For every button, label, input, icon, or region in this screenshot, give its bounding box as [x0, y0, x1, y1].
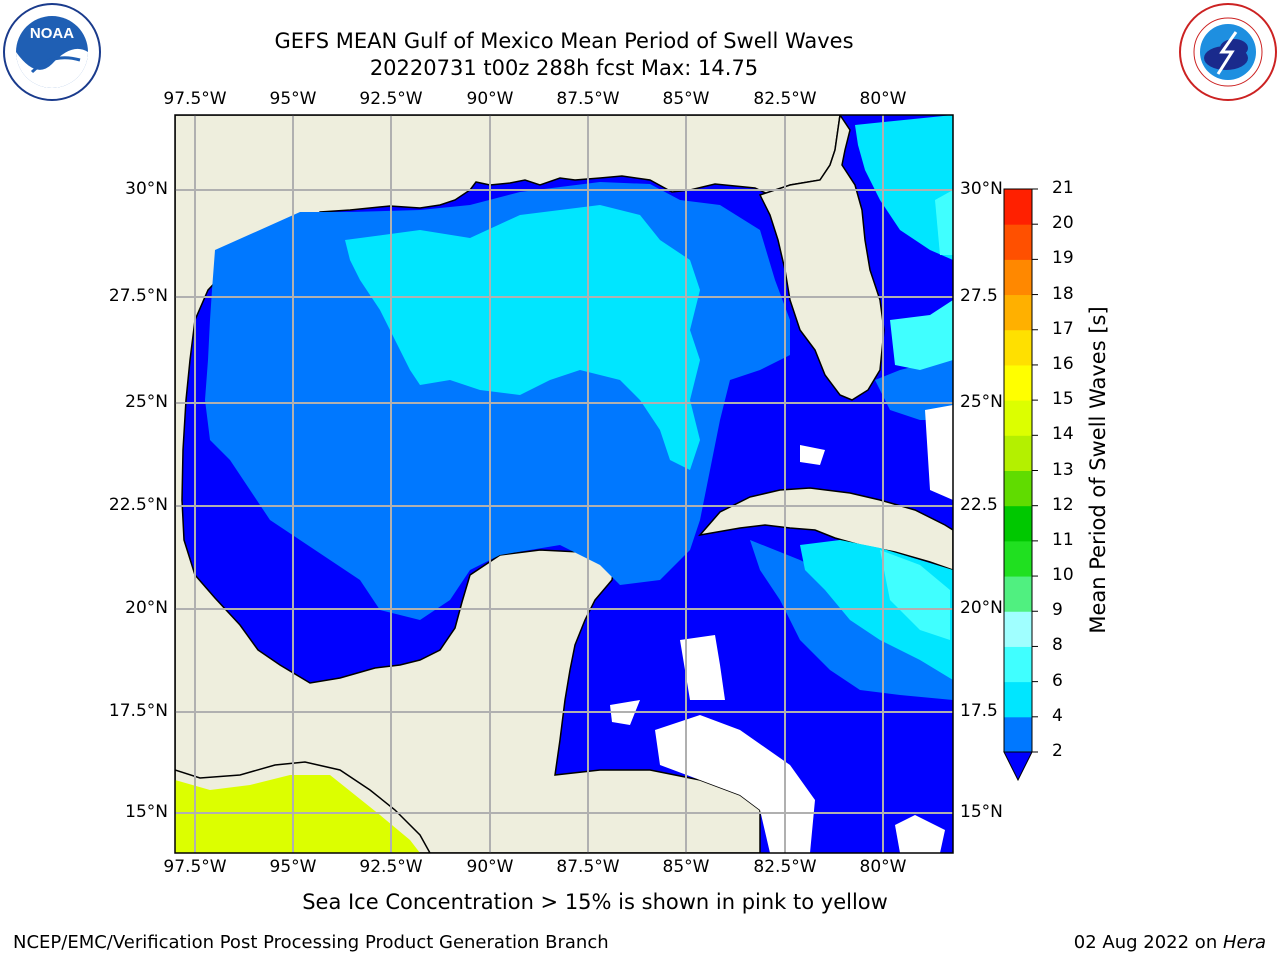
colorbar-tick-label: 20 — [1052, 213, 1074, 234]
lon-tick-bottom: 95°W — [269, 857, 317, 877]
lat-tick-left: 17.5°N — [108, 701, 168, 721]
colorbar-segment — [1004, 189, 1032, 225]
lon-tick-bottom: 90°W — [466, 857, 514, 877]
colorbar-segment — [1004, 435, 1032, 471]
lat-tick-left: 25°N — [125, 392, 168, 412]
colorbar-segment — [1004, 470, 1032, 507]
colorbar-segment — [1004, 294, 1032, 331]
colorbar-segment — [1004, 611, 1032, 647]
lon-tick-top: 82.5°W — [753, 89, 817, 109]
noaa-logo: NOAA — [2, 2, 102, 102]
colorbar-tick-label: 17 — [1052, 318, 1074, 339]
colorbar-tick-label: 6 — [1052, 670, 1063, 691]
lat-tick-right: 20°N — [960, 598, 1003, 618]
lon-tick-bottom: 80°W — [859, 857, 907, 877]
lon-tick-top: 87.5°W — [556, 89, 620, 109]
colorbar-tick-label: 8 — [1052, 635, 1063, 656]
lat-tick-left: 30°N — [125, 179, 168, 199]
lat-tick-right: 25°N — [960, 392, 1003, 412]
colorbar-segment — [1004, 224, 1032, 260]
lat-tick-right: 15°N — [960, 802, 1003, 822]
colorbar-tick-label: 9 — [1052, 600, 1063, 621]
nws-logo — [1178, 2, 1278, 102]
colorbar-segment — [1004, 540, 1032, 577]
colorbar-segment — [1004, 716, 1032, 753]
map-plot-area — [175, 115, 953, 853]
colorbar-segment — [1004, 681, 1032, 718]
colorbar-tick-label: 11 — [1052, 529, 1074, 550]
colorbar-tick-label: 18 — [1052, 283, 1074, 304]
map-frame — [174, 114, 954, 854]
lon-tick-bottom: 97.5°W — [163, 857, 227, 877]
colorbar-segment — [1004, 505, 1032, 542]
lon-tick-top: 92.5°W — [359, 89, 423, 109]
colorbar-tick-label: 4 — [1052, 705, 1063, 726]
colorbar-tick-label: 14 — [1052, 424, 1074, 445]
colorbar-segment — [1004, 259, 1032, 296]
missing-data — [610, 405, 953, 853]
lon-tick-top: 90°W — [466, 89, 514, 109]
colorbar-segment — [1004, 329, 1032, 366]
colorbar — [1003, 188, 1038, 782]
colorbar-tick-label: 19 — [1052, 248, 1074, 269]
footer-date: 02 Aug 2022 on Hera — [1074, 932, 1266, 953]
footer-credit: NCEP/EMC/Verification Post Processing Pr… — [13, 932, 609, 953]
colorbar-tick-label: 12 — [1052, 494, 1074, 515]
lat-tick-left: 15°N — [125, 802, 168, 822]
lat-tick-left: 22.5°N — [108, 495, 168, 515]
colorbar-tick-label: 2 — [1052, 741, 1063, 761]
colorbar-segment — [1004, 576, 1032, 612]
colorbar-segment — [1004, 364, 1032, 401]
lon-tick-top: 95°W — [269, 89, 317, 109]
lat-tick-right: 27.5 — [960, 286, 998, 306]
lon-tick-bottom: 85°W — [662, 857, 710, 877]
lat-tick-right: 17.5 — [960, 701, 998, 721]
lon-tick-top: 85°W — [662, 89, 710, 109]
lon-tick-bottom: 92.5°W — [359, 857, 423, 877]
lat-tick-left: 20°N — [125, 598, 168, 618]
footer-host: Hera — [1222, 932, 1266, 953]
map-graticule — [175, 115, 953, 853]
lon-tick-top: 97.5°W — [163, 89, 227, 109]
colorbar-tick-label: 21 — [1052, 178, 1074, 198]
lat-tick-right: 30°N — [960, 179, 1003, 199]
period-6-8s — [880, 190, 953, 640]
chart-subtitle: 20220731 t00z 288h fcst Max: 14.75 — [369, 56, 759, 80]
sea-ice-note: Sea Ice Concentration > 15% is shown in … — [302, 890, 888, 914]
colorbar-tick-label: 10 — [1052, 565, 1074, 586]
footer-date-text: 02 Aug 2022 on — [1073, 932, 1223, 953]
land-florida — [758, 115, 885, 401]
lat-tick-right: 22.5 — [960, 495, 998, 515]
lon-tick-top: 80°W — [859, 89, 907, 109]
colorbar-segment — [1004, 646, 1032, 683]
colorbar-segment — [1004, 400, 1032, 436]
colorbar-tick-label: 13 — [1052, 459, 1074, 480]
lon-tick-bottom: 82.5°W — [753, 857, 817, 877]
colorbar-under-arrow — [1003, 751, 1033, 782]
noaa-logo-text: NOAA — [30, 25, 74, 42]
colorbar-tick-label: 15 — [1052, 389, 1074, 410]
chart-title: GEFS MEAN Gulf of Mexico Mean Period of … — [274, 29, 854, 53]
lon-tick-bottom: 87.5°W — [556, 857, 620, 877]
colorbar-label: Mean Period of Swell Waves [s] — [1086, 306, 1110, 634]
lat-tick-left: 27.5°N — [108, 286, 168, 306]
colorbar-tick-label: 16 — [1052, 353, 1074, 374]
